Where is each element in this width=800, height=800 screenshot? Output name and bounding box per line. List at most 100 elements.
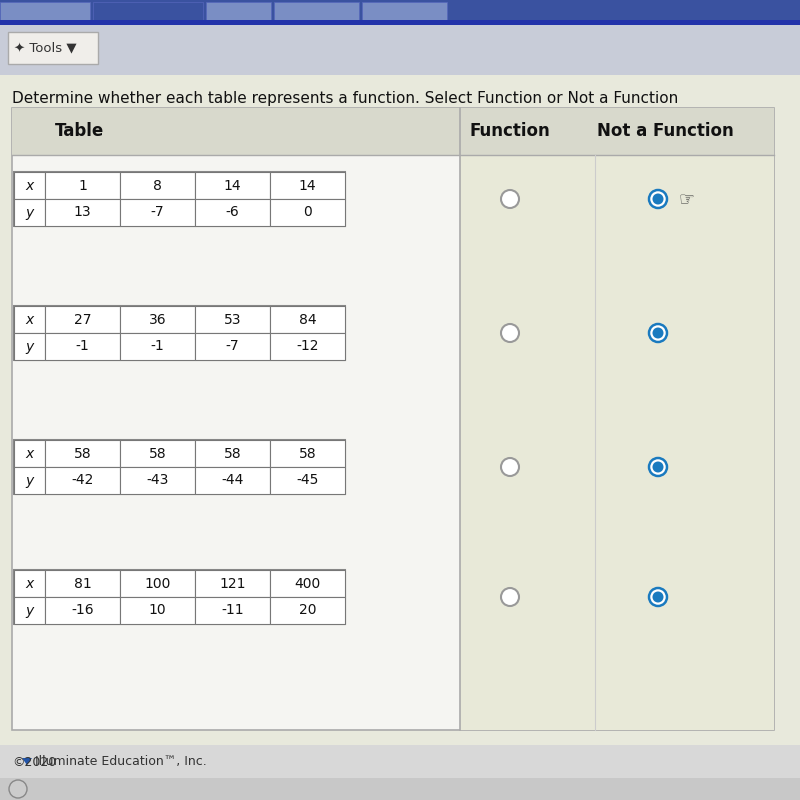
Text: ✦ Tools ▼: ✦ Tools ▼ bbox=[14, 42, 77, 54]
Text: ☞: ☞ bbox=[678, 190, 694, 208]
Bar bbox=[120, 199, 195, 226]
Bar bbox=[14, 597, 45, 624]
Bar bbox=[120, 597, 195, 624]
Text: 100: 100 bbox=[144, 577, 170, 590]
Circle shape bbox=[649, 190, 667, 208]
Bar bbox=[120, 333, 195, 360]
Bar bbox=[270, 467, 345, 494]
Text: -12: -12 bbox=[296, 339, 318, 354]
Bar bbox=[0, 778, 800, 800]
Bar bbox=[195, 199, 270, 226]
Bar bbox=[195, 467, 270, 494]
Text: -43: -43 bbox=[146, 474, 169, 487]
Text: x: x bbox=[26, 178, 34, 193]
Bar bbox=[45, 597, 120, 624]
Text: -1: -1 bbox=[76, 339, 90, 354]
Circle shape bbox=[653, 194, 663, 205]
Bar bbox=[270, 199, 345, 226]
Text: -6: -6 bbox=[226, 206, 239, 219]
Text: 13: 13 bbox=[74, 206, 91, 219]
Text: 84: 84 bbox=[298, 313, 316, 326]
Bar bbox=[45, 440, 120, 467]
Bar bbox=[270, 172, 345, 199]
Text: -7: -7 bbox=[150, 206, 164, 219]
Bar bbox=[45, 570, 120, 597]
Bar bbox=[0, 75, 800, 780]
Bar bbox=[14, 172, 345, 226]
Bar bbox=[120, 467, 195, 494]
Bar bbox=[195, 333, 270, 360]
Bar bbox=[14, 306, 345, 360]
Bar bbox=[0, 745, 800, 780]
Bar bbox=[270, 597, 345, 624]
Text: -44: -44 bbox=[222, 474, 244, 487]
Circle shape bbox=[9, 780, 27, 798]
Bar bbox=[14, 440, 45, 467]
Bar bbox=[14, 570, 345, 624]
Circle shape bbox=[501, 458, 519, 476]
Text: 53: 53 bbox=[224, 313, 242, 326]
Bar bbox=[14, 467, 45, 494]
Circle shape bbox=[501, 588, 519, 606]
Text: 58: 58 bbox=[224, 446, 242, 461]
Text: 10: 10 bbox=[149, 603, 166, 618]
Text: 36: 36 bbox=[149, 313, 166, 326]
Bar bbox=[14, 333, 45, 360]
Bar bbox=[14, 199, 45, 226]
Bar bbox=[14, 172, 45, 199]
Polygon shape bbox=[22, 758, 32, 765]
Bar bbox=[362, 2, 447, 20]
Text: Function: Function bbox=[470, 122, 550, 140]
Text: 14: 14 bbox=[298, 178, 316, 193]
Bar bbox=[14, 440, 345, 494]
Text: x: x bbox=[26, 446, 34, 461]
Circle shape bbox=[649, 458, 667, 476]
Bar bbox=[8, 32, 98, 64]
Circle shape bbox=[501, 324, 519, 342]
Text: -1: -1 bbox=[150, 339, 164, 354]
Circle shape bbox=[653, 327, 663, 338]
Text: -7: -7 bbox=[226, 339, 239, 354]
Bar bbox=[195, 440, 270, 467]
Text: Table: Table bbox=[55, 122, 104, 140]
Bar bbox=[45, 467, 120, 494]
Bar bbox=[460, 155, 774, 730]
Text: ©2020: ©2020 bbox=[12, 755, 56, 769]
Text: y: y bbox=[26, 474, 34, 487]
Bar bbox=[120, 306, 195, 333]
Text: 8: 8 bbox=[153, 178, 162, 193]
Text: y: y bbox=[26, 339, 34, 354]
Text: x: x bbox=[26, 313, 34, 326]
Text: 20: 20 bbox=[298, 603, 316, 618]
Text: 0: 0 bbox=[303, 206, 312, 219]
Bar bbox=[270, 570, 345, 597]
Bar bbox=[270, 306, 345, 333]
Circle shape bbox=[649, 588, 667, 606]
Bar bbox=[45, 172, 120, 199]
Bar bbox=[14, 306, 45, 333]
Text: Not a Function: Not a Function bbox=[597, 122, 734, 140]
Text: -16: -16 bbox=[71, 603, 94, 618]
Text: 58: 58 bbox=[298, 446, 316, 461]
Text: Determine whether each table represents a function. Select Function or Not a Fun: Determine whether each table represents … bbox=[12, 90, 678, 106]
Bar bbox=[120, 570, 195, 597]
Bar bbox=[12, 108, 774, 730]
Bar bbox=[0, 25, 800, 75]
Circle shape bbox=[653, 462, 663, 473]
Bar bbox=[195, 306, 270, 333]
Bar bbox=[45, 306, 120, 333]
Bar bbox=[0, 0, 800, 22]
Text: 400: 400 bbox=[294, 577, 321, 590]
Text: Illuminate Education™, Inc.: Illuminate Education™, Inc. bbox=[35, 755, 206, 769]
Text: 1: 1 bbox=[78, 178, 87, 193]
Bar bbox=[93, 2, 203, 20]
Text: -45: -45 bbox=[296, 474, 318, 487]
Text: x: x bbox=[26, 577, 34, 590]
Bar bbox=[274, 2, 359, 20]
Text: 58: 58 bbox=[74, 446, 91, 461]
Bar bbox=[0, 20, 800, 25]
Bar bbox=[0, 2, 90, 20]
Bar bbox=[270, 333, 345, 360]
Bar bbox=[14, 570, 45, 597]
Bar bbox=[12, 108, 774, 155]
